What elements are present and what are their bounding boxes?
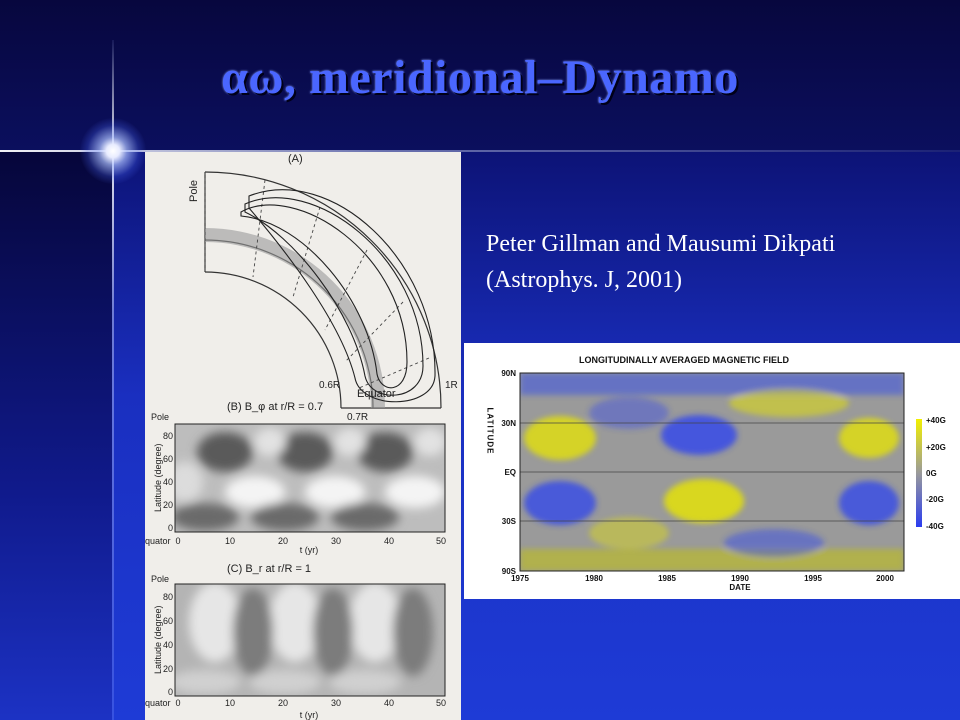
- colorbar-tick: 0G: [926, 469, 937, 478]
- panel-a-r-label: 1R: [445, 380, 458, 391]
- panel-b-x-tick: 20: [278, 536, 288, 546]
- panel-c-x-tick: 30: [331, 698, 341, 708]
- panel-b-x-tick: 30: [331, 536, 341, 546]
- panel-c-ylabel: Latitude (degree): [153, 605, 163, 674]
- panel-a-r-label: 0.7R: [347, 412, 368, 423]
- vertical-light-line: [112, 40, 114, 720]
- panel-c-heatmap: [175, 584, 445, 696]
- slide-title: αω, meridional–Dynamo: [221, 51, 739, 104]
- butterfly-y-tick: 30S: [502, 517, 517, 526]
- butterfly-heatmap: [520, 373, 904, 571]
- panel-c-label: (C) B_r at r/R = 1: [227, 563, 311, 575]
- butterfly-ylabel: LATITUDE: [486, 408, 495, 455]
- butterfly-x-tick: 2000: [876, 574, 894, 583]
- butterfly-x-tick: 1985: [658, 574, 676, 583]
- butterfly-title: LONGITUDINALLY AVERAGED MAGNETIC FIELD: [579, 355, 790, 365]
- butterfly-x-tick: 1995: [804, 574, 822, 583]
- panel-b-heatmap: [175, 424, 445, 532]
- butterfly-colorbar: [916, 419, 922, 527]
- panel-b-x-tick: 0: [175, 536, 180, 546]
- butterfly-y-tick: 90S: [502, 567, 517, 576]
- butterfly-y-tick: EQ: [504, 468, 516, 477]
- colorbar-tick: -20G: [926, 495, 944, 504]
- horizontal-light-line: [0, 150, 960, 152]
- panel-c-x-tick: 40: [384, 698, 394, 708]
- colorbar-tick: +20G: [926, 443, 946, 452]
- panel-c-frame: [174, 583, 446, 697]
- panel-c-x-tick: 50: [436, 698, 446, 708]
- butterfly-x-tick: 1975: [511, 574, 529, 583]
- panel-a-streamlines: [240, 189, 436, 403]
- panel-b-y-tick: 80: [163, 431, 173, 441]
- title-band: [0, 0, 960, 152]
- panel-c-equator-label: Equator: [145, 698, 171, 708]
- butterfly-x-tick: 1990: [731, 574, 749, 583]
- butterfly-x-tick: 1980: [585, 574, 603, 583]
- panel-b-x-tick: 50: [436, 536, 446, 546]
- panel-b-equator-label: Equator: [145, 536, 171, 546]
- model-figure: (A) Pole 0.6R: [139, 152, 461, 720]
- author-credit: Peter Gillman and Mausumi Dikpati (Astro…: [486, 226, 956, 298]
- panel-c-y-tick: 60: [163, 616, 173, 626]
- star-flare-icon: [80, 118, 146, 184]
- panel-c-y-tick: 40: [163, 640, 173, 650]
- panel-c-y-tick: 80: [163, 592, 173, 602]
- colorbar-tick: -40G: [926, 522, 944, 531]
- panel-b-y-tick: 0: [168, 523, 173, 533]
- panel-b-ylabel: Latitude (degree): [153, 443, 163, 512]
- panel-a-label: (A): [288, 153, 303, 165]
- left-band: [0, 152, 112, 720]
- panel-b-label: (B) B_φ at r/R = 0.7: [227, 401, 323, 413]
- panel-b-y-tick: 40: [163, 477, 173, 487]
- butterfly-y-tick: 30N: [501, 419, 516, 428]
- credit-authors: Peter Gillman and Mausumi Dikpati: [486, 231, 836, 257]
- panel-c-pole-label: Pole: [151, 574, 169, 584]
- butterfly-xlabel: DATE: [729, 583, 751, 592]
- colorbar-tick: +40G: [926, 416, 946, 425]
- panel-a-r-label: 0.6R: [319, 380, 340, 391]
- panel-a-equator-label: Equator: [357, 388, 396, 400]
- panel-c-x-tick: 10: [225, 698, 235, 708]
- panel-c-y-tick: 20: [163, 664, 173, 674]
- panel-b-frame: [174, 423, 446, 533]
- panel-b-x-tick: 40: [384, 536, 394, 546]
- panel-a-gridlines: [204, 172, 430, 389]
- panel-c-xlabel: t (yr): [300, 710, 319, 720]
- credit-reference: (Astrophys. J, 2001): [486, 267, 682, 293]
- panel-b-x-tick: 10: [225, 536, 235, 546]
- butterfly-y-tick: 90N: [501, 369, 516, 378]
- panel-a-tachocline-band: [205, 228, 385, 408]
- panel-c-x-tick: 0: [175, 698, 180, 708]
- panel-b-y-tick: 60: [163, 454, 173, 464]
- butterfly-frame: [519, 372, 905, 572]
- panel-b-pole-label: Pole: [151, 412, 169, 422]
- panel-c-x-tick: 20: [278, 698, 288, 708]
- panel-b-xlabel: t (yr): [300, 545, 319, 555]
- panel-b-y-tick: 20: [163, 500, 173, 510]
- panel-a-pole-label: Pole: [188, 180, 200, 202]
- panel-c-y-tick: 0: [168, 687, 173, 697]
- observed-field-figure: LONGITUDINALLY AVERAGED MAGNETIC FIELD: [464, 343, 960, 599]
